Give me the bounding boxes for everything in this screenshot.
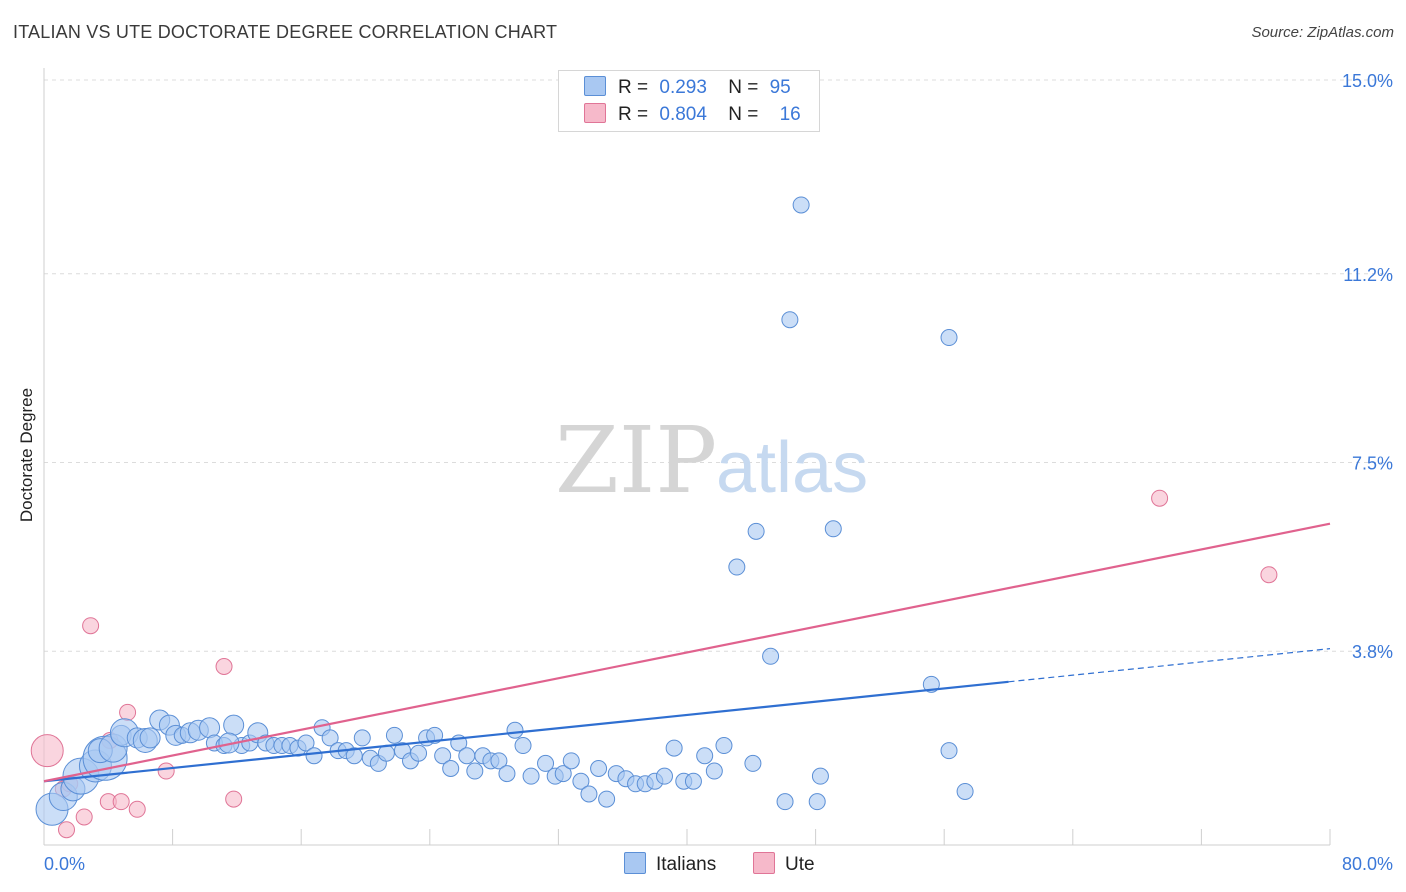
y-tick-label: 15.0% <box>1342 71 1393 91</box>
italians-point <box>665 739 683 757</box>
legend-n-value: 16 <box>779 104 801 125</box>
legend-row-italians: R = 0.293 N = 95 <box>584 76 791 98</box>
italians-point <box>744 754 762 772</box>
italians-point <box>762 647 780 665</box>
chart-title: ITALIAN VS UTE DOCTORATE DEGREE CORRELAT… <box>13 22 558 42</box>
italians-point <box>598 790 616 808</box>
italians-point <box>792 196 810 214</box>
watermark-zip: ZIP <box>555 407 717 514</box>
italians-point <box>781 311 799 329</box>
italians-point <box>715 737 733 755</box>
italians-point <box>466 762 484 780</box>
italians-point <box>728 558 746 576</box>
italians-point <box>442 760 460 777</box>
axes <box>43 68 1331 846</box>
italians-point <box>297 734 315 752</box>
italians-point <box>776 793 794 811</box>
italians-point <box>139 727 161 749</box>
italians-point <box>808 793 826 811</box>
legend-label-italians: Italians <box>656 854 717 875</box>
ute-point <box>112 793 130 811</box>
italians-point <box>321 729 339 747</box>
italians-point <box>811 767 829 785</box>
ute-point <box>225 790 243 808</box>
italians-point <box>305 747 323 765</box>
y-tick-label: 11.2% <box>1343 265 1393 285</box>
legend-r-label: R = <box>618 104 649 125</box>
italians-point <box>580 785 598 803</box>
legend-r-value: 0.804 <box>659 104 707 125</box>
legend-row-ute: R = 0.804 N = 16 <box>584 103 801 125</box>
italians-point <box>684 772 702 790</box>
legend-swatch-ute <box>584 103 606 123</box>
italians-point <box>410 744 428 762</box>
italians-point <box>514 737 532 755</box>
italians-points <box>35 196 974 826</box>
italians-point <box>655 767 673 785</box>
ute-point <box>82 617 100 635</box>
legend-swatch-italians <box>624 852 646 874</box>
italians-point <box>506 721 524 739</box>
watermark-atlas: atlas <box>716 428 868 508</box>
x-tick-label-min: 0.0% <box>44 854 85 874</box>
y-tick-labels: 3.8% 7.5% 11.2% 15.0% <box>1342 71 1393 662</box>
ute-point <box>1151 489 1169 507</box>
italians-point <box>434 747 452 765</box>
italians-point <box>940 329 958 347</box>
italians-point <box>554 765 572 783</box>
ute-point <box>128 800 146 818</box>
italians-point <box>747 522 765 540</box>
legend-n-value: 95 <box>769 77 791 98</box>
italians-point <box>696 747 714 765</box>
bottom-legend-italians[interactable]: Italians <box>624 852 716 876</box>
italians-point <box>223 714 245 736</box>
italians-point <box>590 760 608 777</box>
italians-point <box>199 717 221 739</box>
italians-point <box>956 782 974 800</box>
grid-lines <box>44 79 1393 652</box>
y-tick-label: 3.8% <box>1352 642 1393 662</box>
italians-point <box>940 742 958 760</box>
chart-source: Source: ZipAtlas.com <box>1251 24 1394 41</box>
ute-trend-line <box>43 522 1331 783</box>
italians-point <box>426 726 444 744</box>
legend-label-ute: Ute <box>785 854 815 875</box>
legend-swatch-ute <box>753 852 775 874</box>
ute-point <box>30 734 64 768</box>
italians-point <box>522 767 540 785</box>
legend-swatch-italians <box>584 76 606 96</box>
ute-point <box>1260 566 1278 584</box>
ute-point <box>215 658 233 675</box>
italians-point <box>490 752 508 770</box>
italians-point <box>562 752 580 770</box>
italians-point <box>458 747 476 765</box>
italians-trend-line <box>43 680 1009 783</box>
italians-point <box>385 726 403 744</box>
trend-lines <box>43 522 1331 783</box>
ute-point <box>119 703 137 721</box>
legend-r-label: R = <box>618 77 649 98</box>
ute-point <box>75 808 93 826</box>
bottom-legend-ute[interactable]: Ute <box>753 852 815 876</box>
ute-point <box>58 821 76 839</box>
legend-n-label: N = <box>728 104 759 125</box>
legend-r-value: 0.293 <box>659 77 707 98</box>
italians-trend-extension <box>1008 648 1331 683</box>
legend-n-label: N = <box>728 77 759 98</box>
stats-legend: R = 0.293 N = 95 R = 0.804 N = 16 <box>558 70 820 132</box>
italians-point <box>824 520 842 538</box>
ute-point <box>157 762 175 780</box>
y-tick-label: 7.5% <box>1352 454 1393 474</box>
x-tick-label-max: 80.0% <box>1342 854 1393 874</box>
italians-point <box>353 729 371 747</box>
italians-point <box>498 765 516 783</box>
italians-point <box>537 754 555 772</box>
italians-point <box>705 762 723 780</box>
italians-point <box>572 772 590 790</box>
